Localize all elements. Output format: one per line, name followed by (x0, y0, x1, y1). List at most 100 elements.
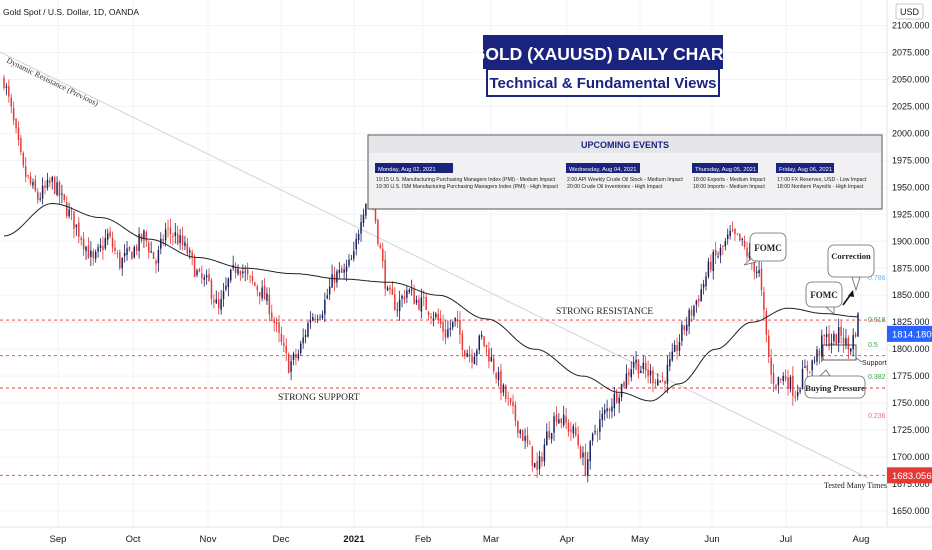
fib-label: 0.382 (868, 374, 886, 381)
time-axis[interactable]: Sep Oct Nov Dec 2021 Feb Mar Apr May Jun Jul Aug (50, 534, 870, 545)
candle-body (483, 336, 485, 346)
candle-body (403, 296, 406, 300)
candle-body (152, 251, 155, 259)
candle-body (850, 348, 852, 352)
candle-body (471, 354, 473, 363)
candle-body (382, 248, 384, 262)
candle-body (652, 370, 654, 384)
candle-body (41, 185, 44, 199)
candle-body (792, 375, 794, 397)
last-price-tag (887, 325, 932, 342)
fib-label: 0.5 (868, 342, 878, 349)
candle-body (543, 444, 546, 462)
price-axis[interactable]: 1650.000 1675.000 1700.000 1725.000 1750.000… (892, 21, 930, 517)
candle-body (664, 380, 666, 384)
candle-body (239, 271, 242, 275)
candle-body (816, 349, 818, 362)
candle-body (649, 370, 652, 376)
candle-body (818, 350, 821, 355)
candle-body (196, 270, 198, 276)
candle-body (456, 319, 459, 322)
candle-body (476, 350, 478, 357)
candle-body (401, 295, 403, 299)
candle-body (181, 235, 184, 245)
candle-body (529, 443, 531, 445)
candle-body (343, 269, 345, 273)
candle-body (427, 311, 430, 316)
candle-body (497, 372, 500, 381)
candle-body (56, 182, 58, 195)
svg-text:FOMC: FOMC (810, 290, 838, 300)
price-tick-label: 2050.000 (892, 74, 930, 84)
candle-body (821, 335, 823, 357)
candle-body (278, 322, 280, 333)
candle-body (203, 277, 205, 280)
candle-body (784, 376, 787, 380)
candle-body (133, 247, 136, 258)
candle-body (705, 276, 707, 287)
candle-body (736, 233, 739, 235)
candle-body (425, 297, 427, 310)
candle-body (449, 327, 452, 330)
candle-body (603, 409, 606, 414)
candle-body (536, 460, 538, 470)
support-pointer (855, 357, 863, 363)
candle-body (304, 335, 307, 338)
candle-body (280, 333, 283, 342)
candle-body (492, 358, 495, 372)
candle-body (345, 266, 348, 272)
candle-body (266, 293, 268, 301)
candle-body (763, 291, 765, 311)
candle-body (616, 392, 618, 403)
candle-body (109, 231, 111, 237)
candle-body (591, 433, 594, 441)
candle-body (338, 269, 341, 273)
candle-body (220, 298, 222, 310)
candle-body (119, 252, 121, 268)
candle-body (801, 368, 804, 390)
candle-body (423, 296, 425, 298)
candle-body (263, 285, 266, 300)
candle-body (594, 431, 596, 433)
candle-body (717, 256, 719, 257)
fib-label: 0.618 (868, 317, 886, 324)
candle-body (823, 335, 825, 337)
candle-body (128, 246, 131, 251)
candle-body (53, 177, 56, 194)
price-tick-label: 1825.000 (892, 317, 930, 327)
candle-body (350, 259, 353, 261)
candle-body (309, 319, 312, 323)
candle-body (611, 406, 613, 412)
candle-body (724, 241, 727, 247)
candle-body (44, 185, 46, 188)
candle-body (319, 316, 321, 318)
candle-body (753, 259, 756, 272)
candle-body (29, 176, 32, 184)
candle-body (360, 222, 362, 234)
candle-body (384, 259, 386, 289)
candle-body (435, 313, 437, 317)
candle-body (374, 203, 377, 222)
candle-body (273, 319, 275, 323)
time-tick-label: Aug (853, 534, 870, 545)
candle-body (714, 249, 717, 256)
candle-body (760, 268, 763, 291)
candle-body (630, 369, 632, 378)
candle-body (451, 321, 454, 328)
candle-body (432, 318, 435, 320)
candle-body (111, 238, 114, 248)
currency-button[interactable] (895, 3, 924, 20)
candle-body (299, 343, 302, 354)
candle-body (73, 211, 75, 229)
time-tick-label: Dec (273, 534, 290, 545)
fomc-callout-1: FOMC (743, 232, 787, 266)
candle-body (770, 357, 772, 375)
candle-body (671, 351, 673, 361)
candle-body (176, 233, 179, 245)
candle-body (326, 295, 329, 299)
candle-body (75, 224, 78, 228)
candle-body (729, 230, 731, 236)
candle-body (391, 288, 394, 295)
